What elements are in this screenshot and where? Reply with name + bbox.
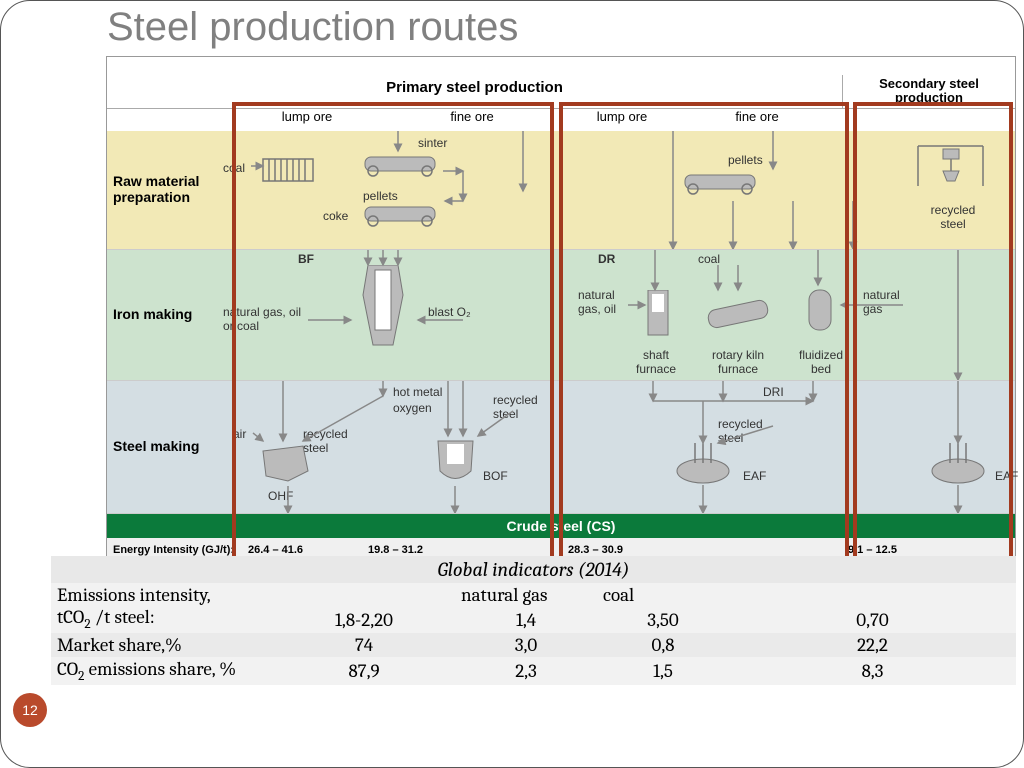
slide-frame: Steel production routes 12 Primary steel… — [0, 0, 1024, 768]
table-row: CO2 emissions share, % 87,9 2,3 1,5 8,3 — [51, 657, 1016, 685]
rowlabel-iron: Iron making — [107, 250, 223, 380]
co2-c3: 1,5 — [597, 657, 729, 685]
crude-steel-bar: Crude steel (CS) — [107, 514, 1015, 538]
market-c3: 0,8 — [597, 633, 729, 657]
arrows-raw-bf — [223, 131, 563, 249]
header-primary: Primary steel production — [107, 75, 843, 108]
emissions-c2: 1,4 — [455, 608, 597, 633]
ore-fine-2: fine ore — [697, 109, 817, 131]
arrows-steel — [223, 381, 1023, 513]
row-co2share-label: CO2 emissions share, % — [51, 657, 273, 685]
row-emissions-label: Emissions intensity,tCO2 /t steel: — [51, 583, 273, 633]
energy-v2: 28.3 – 30.9 — [568, 544, 848, 556]
arrows-raw-dr — [643, 131, 903, 249]
table-row: Emissions intensity,tCO2 /t steel: natur… — [51, 583, 1016, 608]
market-c2: 3,0 — [455, 633, 597, 657]
emissions-c1: 1,8-2,20 — [273, 608, 455, 633]
arrow-secondary-iron — [943, 250, 973, 380]
ore-labels-row: lump ore fine ore lump ore fine ore — [107, 109, 1015, 131]
energy-label: Energy Intensity (GJ/t): — [107, 544, 248, 556]
rowlabel-steel: Steel making — [107, 381, 223, 513]
arrows-dr — [573, 250, 913, 380]
ore-lump-2: lump ore — [547, 109, 697, 131]
energy-v0: 26.4 – 41.6 — [248, 544, 368, 556]
energy-v3: 9.1 – 12.5 — [848, 544, 1015, 556]
crane-icon — [913, 141, 993, 191]
market-c4: 22,2 — [729, 633, 1016, 657]
indicators-title: Global indicators (2014) — [51, 556, 1016, 583]
row-market-label: Market share,% — [51, 633, 273, 657]
label-recycled-steel: recycled steel — [923, 203, 983, 231]
emissions-c4: 0,70 — [729, 608, 1016, 633]
co2-c2: 2,3 — [455, 657, 597, 685]
table-row: Market share,% 74 3,0 0,8 22,2 — [51, 633, 1016, 657]
ore-lump-1: lump ore — [217, 109, 397, 131]
page-title: Steel production routes — [107, 5, 518, 50]
fuel-coal: coal — [597, 583, 729, 608]
arrows-bf — [223, 250, 483, 380]
header-secondary: Secondary steel production — [843, 75, 1015, 108]
ore-fine-1: fine ore — [397, 109, 547, 131]
rowlabel-raw: Raw material preparation — [107, 131, 223, 249]
co2-c1: 87,9 — [273, 657, 455, 685]
emissions-c3: 3,50 — [597, 608, 729, 633]
co2-c4: 8,3 — [729, 657, 1016, 685]
diagram-header: Primary steel production Secondary steel… — [107, 75, 1015, 109]
band-raw: Raw material preparation coal coke sinte… — [107, 131, 1015, 250]
process-diagram: Primary steel production Secondary steel… — [106, 56, 1016, 556]
indicators-table: Global indicators (2014) Emissions inten… — [51, 556, 1016, 685]
energy-v1: 19.8 – 31.2 — [368, 544, 568, 556]
market-c1: 74 — [273, 633, 455, 657]
band-steel: Steel making hot metal oxygen recycled s… — [107, 381, 1015, 514]
page-number-badge: 12 — [13, 693, 47, 727]
band-iron: Iron making BF natural gas, oil or coal … — [107, 250, 1015, 381]
fuel-ng: natural gas — [455, 583, 597, 608]
